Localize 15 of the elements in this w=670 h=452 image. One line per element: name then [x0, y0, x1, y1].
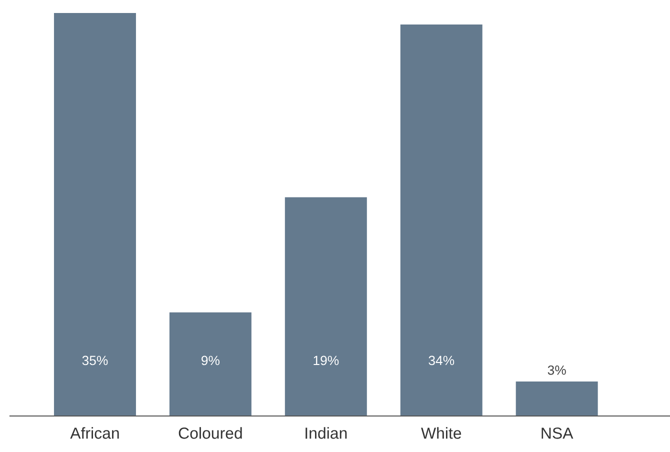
data-label: 3%: [548, 365, 566, 375]
x-tick-label: NSA: [542, 428, 574, 439]
bar: [169, 312, 252, 416]
data-label: 34%: [428, 356, 454, 366]
bar: [284, 197, 367, 416]
x-tick-label: White: [421, 427, 462, 439]
bar: [516, 381, 598, 416]
data-label: 35%: [82, 356, 108, 366]
x-tick-label: African: [70, 427, 119, 439]
x-tick-label: Indian: [306, 427, 347, 439]
x-tick-label: Coloured: [178, 427, 242, 439]
bar: [54, 13, 136, 416]
bar: [400, 24, 482, 416]
data-label: 9%: [202, 356, 220, 366]
data-label: 19%: [314, 356, 339, 366]
